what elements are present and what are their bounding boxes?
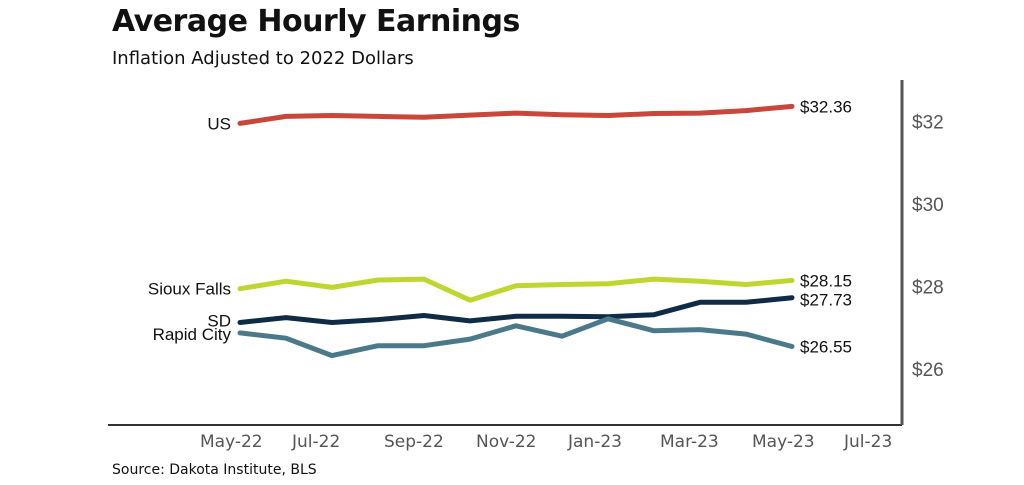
series-name-label: SD	[207, 312, 231, 331]
x-tick-label: Sep-22	[384, 432, 444, 452]
chart-subtitle: Inflation Adjusted to 2022 Dollars	[112, 48, 414, 69]
x-tick-label: Jan-23	[567, 432, 622, 452]
x-tick-label: Jul-23	[843, 432, 892, 452]
series-name-label: Rapid City	[153, 325, 232, 344]
x-tick-label: Mar-23	[660, 432, 719, 452]
x-tick-label: May-22	[200, 432, 263, 452]
series-line-sioux-falls	[237, 276, 795, 303]
chart-title: Average Hourly Earnings	[112, 4, 520, 39]
end-value-label: $32.36	[800, 97, 852, 116]
y-tick-label: $32	[912, 112, 944, 133]
series-line-sd	[237, 295, 795, 325]
series-name-label: US	[207, 114, 231, 133]
end-value-label: $27.73	[800, 291, 852, 310]
series-line-rapid-city	[237, 316, 795, 359]
y-tick-label: $30	[912, 195, 944, 216]
x-tick-label: Nov-22	[476, 432, 537, 452]
chart-source: Source: Dakota Institute, BLS	[112, 462, 317, 478]
series-name-label: Sioux Falls	[148, 280, 231, 299]
y-tick-label: $28	[912, 278, 944, 299]
x-tick-label: Jul-22	[291, 432, 340, 452]
end-value-label: $26.55	[800, 337, 852, 356]
x-tick-label: May-23	[752, 432, 815, 452]
series-line-us	[237, 103, 795, 126]
end-value-label: $28.15	[800, 271, 852, 290]
y-tick-label: $26	[912, 360, 944, 381]
